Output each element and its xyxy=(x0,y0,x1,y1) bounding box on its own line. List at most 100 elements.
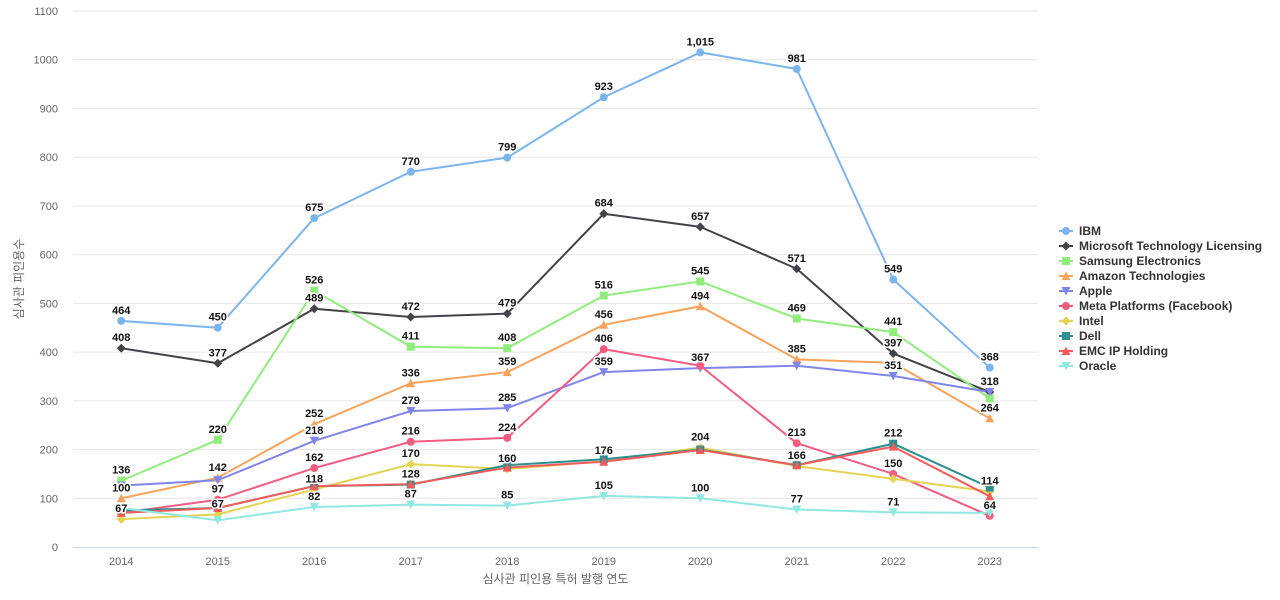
data-label-intel: 118 xyxy=(305,474,323,486)
data-label-samsung-electronics: 545 xyxy=(691,265,709,277)
legend-marker-oracle xyxy=(1061,362,1071,371)
data-label-oracle: 85 xyxy=(501,490,513,502)
data-point-ibm xyxy=(889,275,898,284)
data-label-amazon-technologies: 456 xyxy=(595,309,613,321)
data-point-emc-ip-holding xyxy=(406,479,416,489)
data-label-meta-platforms-facebook: 97 xyxy=(212,484,224,496)
data-label-samsung-electronics: 408 xyxy=(498,332,516,344)
y-tick-label: 1000 xyxy=(34,55,58,67)
data-label-samsung-electronics: 136 xyxy=(112,465,130,477)
legend-label-oracle: Oracle xyxy=(1079,359,1117,373)
data-label-oracle: 87 xyxy=(405,489,417,501)
data-label-meta-platforms-facebook: 213 xyxy=(788,427,806,439)
x-tick-label: 2022 xyxy=(881,556,905,568)
data-point-meta-platforms-facebook xyxy=(406,437,415,446)
data-label-microsoft-technology-licensing: 657 xyxy=(691,211,709,223)
series-markers xyxy=(116,48,995,525)
data-point-microsoft-technology-licensing xyxy=(502,309,512,319)
data-label-oracle: 71 xyxy=(887,496,899,508)
data-point-meta-platforms-facebook xyxy=(792,439,801,448)
data-point-emc-ip-holding xyxy=(213,503,223,513)
data-point-emc-ip-holding xyxy=(502,463,512,472)
data-point-ibm xyxy=(503,153,512,162)
y-tick-label: 0 xyxy=(52,542,58,554)
data-point-meta-platforms-facebook xyxy=(696,361,705,370)
data-label-amazon-technologies: 100 xyxy=(112,482,130,494)
data-label-amazon-technologies: 252 xyxy=(305,408,323,420)
data-label-intel: 170 xyxy=(402,448,420,460)
data-label-intel: 176 xyxy=(595,445,613,457)
data-point-ibm xyxy=(599,93,608,102)
legend-label-apple: Apple xyxy=(1079,284,1113,298)
data-label-intel: 160 xyxy=(498,453,516,465)
data-point-dell xyxy=(985,483,994,492)
series-line-apple xyxy=(120,364,991,487)
data-point-apple xyxy=(213,476,223,485)
legend-marker-intel xyxy=(1061,316,1071,326)
y-axis-ticks: 0 100 200 300 400 500 600 700 800 900 1000 1100 xyxy=(34,6,58,554)
data-point-amazon-technologies xyxy=(599,320,609,329)
data-label-microsoft-technology-licensing: 479 xyxy=(498,298,516,310)
legend-marker-samsung-electronics xyxy=(1062,257,1070,265)
data-point-microsoft-technology-licensing xyxy=(888,349,898,359)
data-point-amazon-technologies xyxy=(309,419,319,429)
data-point-meta-platforms-facebook xyxy=(889,469,898,478)
data-point-samsung-electronics xyxy=(696,277,705,286)
data-label-microsoft-technology-licensing: 684 xyxy=(595,198,614,210)
data-label-microsoft-technology-licensing: 489 xyxy=(305,293,323,305)
data-point-samsung-electronics xyxy=(503,344,512,353)
data-point-oracle xyxy=(599,491,609,501)
data-label-apple: 279 xyxy=(402,395,420,407)
legend-marker-microsoft-technology-licensing xyxy=(1061,241,1071,251)
data-point-microsoft-technology-licensing xyxy=(792,264,802,274)
data-label-dell: 212 xyxy=(884,428,902,440)
series-line-microsoft-technology-licensing xyxy=(120,212,991,394)
data-point-amazon-technologies xyxy=(406,378,416,388)
legend-marker-apple xyxy=(1061,287,1071,296)
data-label-ibm: 549 xyxy=(884,263,902,275)
data-label-apple: 351 xyxy=(884,360,902,372)
data-point-oracle xyxy=(985,508,995,518)
series-line-amazon-technologies xyxy=(120,305,991,500)
x-axis-ticks: 2014 2015 2016 2017 2018 2019 2020 2021 2022 2023 xyxy=(109,556,1002,568)
data-point-ibm xyxy=(406,167,415,176)
data-point-samsung-electronics xyxy=(599,291,608,300)
data-label-microsoft-technology-licensing: 408 xyxy=(112,332,130,344)
data-point-microsoft-technology-licensing xyxy=(213,358,223,368)
data-point-emc-ip-holding xyxy=(695,445,705,455)
data-point-oracle xyxy=(888,508,898,517)
y-tick-label: 400 xyxy=(40,347,58,359)
data-point-apple xyxy=(406,407,416,416)
data-point-ibm xyxy=(985,363,994,372)
data-point-amazon-technologies xyxy=(985,413,995,423)
y-tick-label: 300 xyxy=(40,396,58,408)
data-label-samsung-electronics: 441 xyxy=(884,316,902,328)
data-label-amazon-technologies: 142 xyxy=(209,462,227,474)
data-point-emc-ip-holding xyxy=(309,481,319,491)
data-point-oracle xyxy=(695,494,705,503)
data-label-oracle: 82 xyxy=(308,491,320,503)
y-tick-label: 1100 xyxy=(34,6,58,18)
x-axis-title: 심사관 피인용 특허 발행 연도 xyxy=(483,571,629,586)
series-line-ibm xyxy=(120,51,991,369)
y-tick-label: 500 xyxy=(40,298,58,310)
legend-label-meta-platforms-facebook: Meta Platforms (Facebook) xyxy=(1079,299,1232,313)
y-tick-label: 900 xyxy=(40,103,58,115)
data-label-apple: 218 xyxy=(305,425,323,437)
data-label-meta-platforms-facebook: 150 xyxy=(884,458,902,470)
legend-marker-ibm xyxy=(1062,227,1070,235)
legend-label-intel: Intel xyxy=(1079,314,1104,328)
data-labels: 464 450 675 770 799 923 1,015 981 549 368 408 377 48… xyxy=(111,35,1002,517)
data-point-meta-platforms-facebook xyxy=(599,345,608,354)
data-label-ibm: 450 xyxy=(209,312,227,324)
legend-label-microsoft-technology-licensing: Microsoft Technology Licensing xyxy=(1079,239,1262,253)
data-label-amazon-technologies: 264 xyxy=(981,402,1000,414)
data-label-amazon-technologies: 494 xyxy=(691,290,710,302)
gridlines xyxy=(73,10,1038,499)
data-point-oracle xyxy=(213,516,223,525)
data-point-amazon-technologies xyxy=(116,493,126,503)
data-point-ibm xyxy=(310,214,319,223)
data-point-ibm xyxy=(213,323,222,332)
x-tick-label: 2021 xyxy=(785,556,809,568)
